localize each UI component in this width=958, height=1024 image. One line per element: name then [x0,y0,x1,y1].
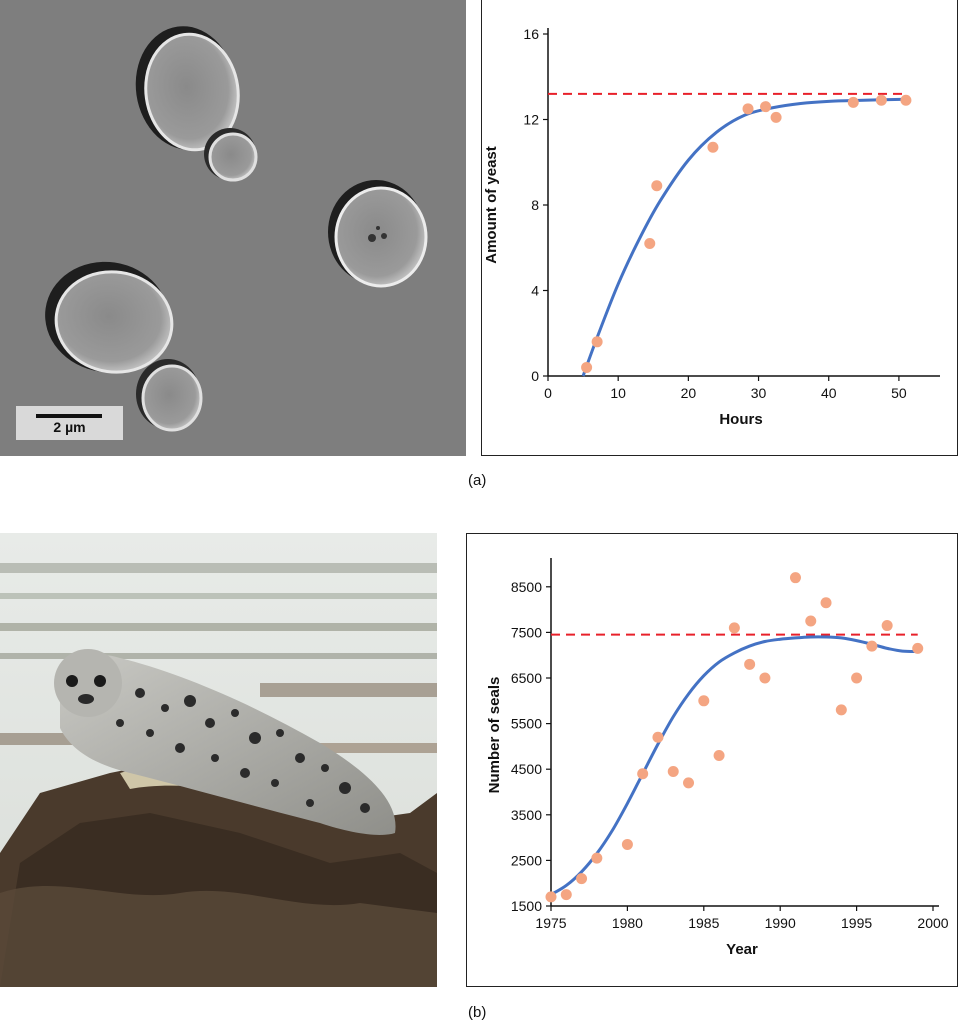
y-tick-label: 2500 [511,852,542,868]
x-tick-label: 2000 [917,915,948,931]
seal-data-point [621,838,633,850]
yeast-data-point [651,180,663,192]
seal-data-point [912,642,924,654]
seal-data-point [637,768,649,780]
x-tick-label: 1975 [535,915,566,931]
x-tick-label: 1980 [612,915,643,931]
seal-data-point [789,572,801,584]
yeast-cell [135,26,240,152]
y-tick-label: 5500 [511,716,542,732]
yeast-cell [328,180,428,288]
seal-data-point [759,672,771,684]
seal-data-point [713,750,725,762]
seal-data-point [683,777,695,789]
x-tick-label: 50 [891,385,907,401]
scale-bar-label: 2 µm [53,419,86,435]
seal-data-point [652,731,664,743]
seal-data-point [560,889,572,901]
x-tick-label: 0 [544,385,552,401]
y-tick-label: 12 [523,112,539,128]
yeast-data-point [760,101,772,113]
x-tick-label: 1985 [688,915,719,931]
x-tick-label: 10 [610,385,626,401]
harbor-seal [54,649,396,835]
seal-data-point [545,891,557,903]
seal-fit-curve [550,635,918,896]
yeast-data-point [591,336,603,348]
yeast-chart-frame: 0 10 20 30 40 50 0 4 8 12 16 Hours Amount of yeast [481,0,958,456]
seal-data-point [835,704,847,716]
y-axis-title: Amount of yeast [483,146,500,264]
yeast-fit-curve [581,97,906,377]
seal-data-point [866,640,878,652]
yeast-data-point [900,94,912,106]
scale-bar: 2 µm [16,406,123,440]
seal-data-point [851,672,863,684]
seal-data-point [576,873,588,885]
seal-population-chart: 1975 1980 1985 1990 1995 2000 1500 2500 3500 4500… [486,558,949,958]
y-tick-label: 6500 [511,670,542,686]
seal-data-point [698,695,710,707]
shore-water [0,563,437,753]
y-tick-label: 4 [531,283,539,299]
y-tick-label: 8500 [511,579,542,595]
panel-label-b: (b) [468,1004,487,1021]
y-tick-label: 1500 [511,898,542,914]
y-axis-title: Number of seals [486,677,503,794]
harbor-seal-photo [0,533,437,987]
rock-with-seaweed [0,763,437,987]
seal-data-point [667,765,679,777]
y-tick-label: 8 [531,197,539,213]
y-tick-label: 0 [531,368,539,384]
seal-data-point [805,615,817,627]
yeast-data-point [742,103,754,115]
x-tick-label: 30 [751,385,767,401]
x-axis-title: Year [726,941,758,958]
x-tick-label: 40 [821,385,837,401]
yeast-growth-chart: 0 10 20 30 40 50 0 4 8 12 16 Hours Amount of yeast [483,26,940,428]
seal-data-point [881,620,893,632]
x-tick-label: 1995 [841,915,872,931]
seal-data-point [728,622,740,634]
yeast-cell [45,261,174,374]
y-tick-label: 7500 [511,624,542,640]
yeast-data-point [847,96,859,108]
x-axis-title: Hours [719,411,762,428]
yeast-data-point [707,141,719,153]
yeast-data-point [875,94,887,106]
seal-data-point [591,852,603,864]
yeast-data-point [581,361,593,373]
panel-label-a: (a) [468,472,487,489]
y-tick-label: 16 [523,26,539,42]
yeast-micrograph: 2 µm [0,0,466,456]
y-tick-label: 3500 [511,807,542,823]
seal-data-point [820,597,832,609]
yeast-data-point [770,111,782,123]
yeast-data-point [644,237,656,249]
seal-chart-frame: 1975 1980 1985 1990 1995 2000 1500 2500 3500 4500… [466,533,958,987]
seal-data-point [744,658,756,670]
yeast-bud [204,128,258,182]
y-tick-label: 4500 [511,761,542,777]
x-tick-label: 1990 [765,915,796,931]
scale-bar-line [36,414,102,418]
yeast-bud [136,359,203,432]
x-tick-label: 20 [681,385,697,401]
